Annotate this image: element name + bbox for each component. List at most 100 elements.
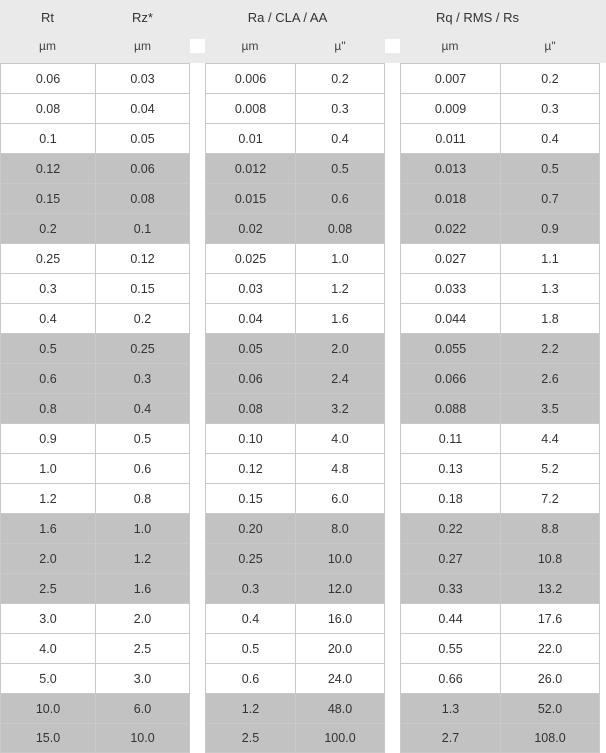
table-row: 0.50.250.052.00.0552.2 (0, 333, 606, 363)
cell: 0.15 (95, 273, 190, 303)
cell: 0.055 (400, 333, 500, 363)
cell: 0.9 (0, 423, 95, 453)
header-rz: Rz* (95, 10, 190, 25)
cell: 1.0 (0, 453, 95, 483)
table-row: 0.080.040.0080.30.0090.3 (0, 93, 606, 123)
cell: 48.0 (295, 693, 385, 723)
spacer (385, 303, 400, 333)
cell: 4.4 (500, 423, 600, 453)
cell: 10.8 (500, 543, 600, 573)
cell: 0.6 (205, 663, 295, 693)
cell: 0.012 (205, 153, 295, 183)
table-row: 10.06.01.248.01.352.0 (0, 693, 606, 723)
cell: 7.2 (500, 483, 600, 513)
cell: 52.0 (500, 693, 600, 723)
cell: 0.088 (400, 393, 500, 423)
cell: 0.007 (400, 63, 500, 93)
spacer (190, 513, 205, 543)
cell: 2.0 (95, 603, 190, 633)
cell: 0.4 (95, 393, 190, 423)
cell: 1.2 (295, 273, 385, 303)
table-row: 3.02.00.416.00.4417.6 (0, 603, 606, 633)
cell: 0.06 (95, 153, 190, 183)
spacer (385, 273, 400, 303)
cell: 0.08 (0, 93, 95, 123)
cell: 0.2 (295, 63, 385, 93)
table-row: 4.02.50.520.00.5522.0 (0, 633, 606, 663)
cell: 13.2 (500, 573, 600, 603)
spacer (385, 363, 400, 393)
cell: 2.7 (400, 723, 500, 753)
spacer (385, 39, 400, 53)
table-row: 1.00.60.124.80.135.2 (0, 453, 606, 483)
spacer (190, 123, 205, 153)
cell: 0.15 (205, 483, 295, 513)
cell: 0.6 (95, 453, 190, 483)
spacer (190, 663, 205, 693)
spacer (190, 603, 205, 633)
cell: 3.0 (95, 663, 190, 693)
spacer (385, 483, 400, 513)
cell: 0.05 (205, 333, 295, 363)
spacer (190, 723, 205, 753)
cell: 0.1 (95, 213, 190, 243)
cell: 0.13 (400, 453, 500, 483)
unit-rt: µm (0, 39, 95, 53)
spacer (190, 333, 205, 363)
cell: 0.066 (400, 363, 500, 393)
cell: 10.0 (95, 723, 190, 753)
cell: 0.01 (205, 123, 295, 153)
spacer (190, 153, 205, 183)
cell: 0.03 (205, 273, 295, 303)
table-row: 0.20.10.020.080.0220.9 (0, 213, 606, 243)
spacer (385, 393, 400, 423)
cell: 2.5 (205, 723, 295, 753)
table-row: 0.250.120.0251.00.0271.1 (0, 243, 606, 273)
table-row: 5.03.00.624.00.6626.0 (0, 663, 606, 693)
cell: 26.0 (500, 663, 600, 693)
cell: 0.18 (400, 483, 500, 513)
cell: 0.55 (400, 633, 500, 663)
cell: 0.33 (400, 573, 500, 603)
cell: 0.08 (205, 393, 295, 423)
table-row: 0.150.080.0150.60.0180.7 (0, 183, 606, 213)
spacer (190, 273, 205, 303)
cell: 0.4 (295, 123, 385, 153)
spacer (385, 123, 400, 153)
cell: 0.3 (95, 363, 190, 393)
cell: 0.12 (205, 453, 295, 483)
cell: 1.2 (0, 483, 95, 513)
spacer (190, 543, 205, 573)
cell: 0.025 (205, 243, 295, 273)
cell: 10.0 (0, 693, 95, 723)
cell: 0.027 (400, 243, 500, 273)
spacer (385, 573, 400, 603)
spacer (385, 543, 400, 573)
cell: 0.7 (500, 183, 600, 213)
cell: 8.8 (500, 513, 600, 543)
table-header: Rt Rz* Ra / CLA / AA Rq / RMS / Rs µm µm… (0, 0, 606, 63)
cell: 1.0 (95, 513, 190, 543)
header-rq: Rq / RMS / Rs (370, 10, 570, 25)
cell: 2.0 (0, 543, 95, 573)
unit-rz: µm (95, 39, 190, 53)
cell: 0.4 (205, 603, 295, 633)
cell: 0.9 (500, 213, 600, 243)
cell: 0.20 (205, 513, 295, 543)
unit-rq-uin: µ" (500, 39, 600, 53)
cell: 5.0 (0, 663, 95, 693)
cell: 0.5 (95, 423, 190, 453)
cell: 0.66 (400, 663, 500, 693)
cell: 0.08 (295, 213, 385, 243)
cell: 0.2 (95, 303, 190, 333)
cell: 22.0 (500, 633, 600, 663)
cell: 0.011 (400, 123, 500, 153)
roughness-table: Rt Rz* Ra / CLA / AA Rq / RMS / Rs µm µm… (0, 0, 606, 753)
cell: 15.0 (0, 723, 95, 753)
cell: 2.4 (295, 363, 385, 393)
table-row: 1.20.80.156.00.187.2 (0, 483, 606, 513)
cell: 2.0 (295, 333, 385, 363)
cell: 20.0 (295, 633, 385, 663)
spacer (385, 63, 400, 93)
cell: 0.022 (400, 213, 500, 243)
